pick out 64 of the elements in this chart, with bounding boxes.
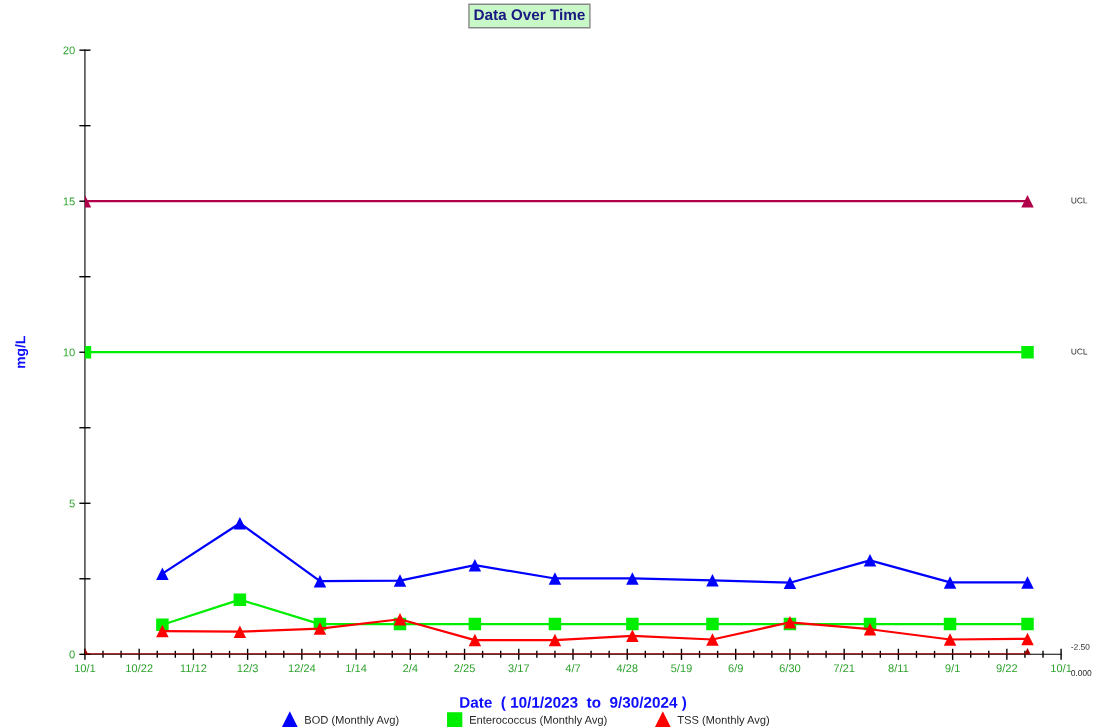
- x-tick-label: 8/11: [888, 664, 909, 673]
- point: [548, 572, 562, 585]
- point: [863, 554, 877, 567]
- x-tick-label: 4/28: [616, 664, 638, 673]
- x-tick-label: 12/24: [288, 664, 316, 673]
- x-tick-label: 7/21: [833, 664, 855, 673]
- x-tick-label: 2/25: [454, 664, 475, 673]
- x-tick-label: 9/1: [945, 664, 960, 673]
- point: [468, 558, 482, 572]
- point: [393, 613, 407, 626]
- point: [233, 516, 247, 530]
- point: [313, 574, 327, 588]
- point: [626, 617, 639, 631]
- point: [706, 633, 719, 646]
- point: [1021, 617, 1034, 631]
- x-tick-label: 12/3: [237, 664, 258, 673]
- point: [943, 617, 957, 631]
- point: [233, 593, 247, 606]
- y-tick-label: 0: [69, 650, 75, 659]
- point: [1021, 632, 1034, 646]
- y-tick-label: 5: [69, 499, 75, 508]
- point: [548, 633, 562, 647]
- point: [468, 633, 482, 647]
- point: [706, 574, 719, 587]
- x-axis-title: Date ( 10/1/2023 to 9/30/2024 ): [460, 696, 687, 711]
- chart-title: Data Over Time: [474, 8, 585, 21]
- point: [548, 617, 562, 631]
- x-tick-label: 2/4: [403, 664, 418, 673]
- text: -2.50: [1071, 643, 1090, 650]
- x-tick-label: 11/12: [180, 664, 207, 673]
- point: [626, 629, 639, 643]
- point: [863, 622, 877, 636]
- text: 0.000: [1071, 670, 1092, 676]
- point: [233, 625, 247, 638]
- x-tick-label: 6/30: [779, 664, 801, 673]
- point: [468, 617, 482, 631]
- x-tick-label: 3/17: [508, 664, 530, 673]
- point: [626, 572, 639, 585]
- text: UCL: [1071, 197, 1088, 204]
- x-tick-label: 10/22: [126, 664, 153, 673]
- y-axis-title: mg/L: [15, 336, 29, 368]
- x-tick-label: 6/9: [728, 664, 743, 673]
- point: [313, 622, 327, 635]
- point: [783, 576, 797, 589]
- point: [156, 624, 169, 638]
- point: [943, 576, 957, 589]
- x-tick-label: 5/19: [671, 664, 692, 673]
- legend-label: BOD (Monthly Avg): [305, 715, 399, 727]
- y-tick-label: 20: [63, 46, 75, 55]
- x-tick-label: 4/7: [565, 664, 581, 673]
- y-tick-label: 15: [63, 197, 75, 206]
- point: [943, 633, 957, 646]
- x-tick-label: 10/1: [74, 664, 96, 673]
- point: [393, 574, 407, 587]
- legend-label: TSS (Monthly Avg): [677, 715, 770, 727]
- y-tick-label: 10: [63, 348, 75, 357]
- legend-label: Enterococcus (Monthly Avg): [470, 715, 607, 727]
- point: [1021, 576, 1034, 589]
- x-tick-label: 9/22: [996, 664, 1018, 673]
- point: [156, 567, 169, 580]
- x-tick-label: 1/14: [346, 664, 367, 673]
- x-tick-label: 10/1: [1051, 664, 1072, 673]
- point: [706, 617, 719, 631]
- text: UCL: [1071, 348, 1088, 355]
